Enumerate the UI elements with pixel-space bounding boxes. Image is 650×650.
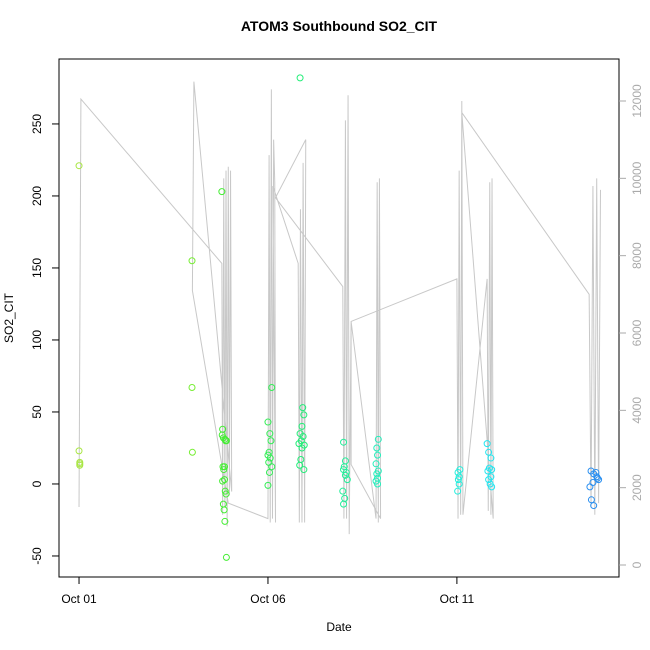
y2-tick-label: 2000 bbox=[630, 474, 644, 501]
data-point bbox=[372, 460, 380, 468]
data-line bbox=[78, 81, 601, 535]
y2-tick-label: 6000 bbox=[630, 319, 644, 346]
x-tick-label: Oct 06 bbox=[250, 592, 286, 606]
data-point bbox=[454, 476, 462, 484]
data-point bbox=[373, 444, 381, 452]
data-point bbox=[454, 468, 462, 476]
data-point bbox=[339, 487, 347, 495]
data-point bbox=[484, 467, 492, 475]
plot-box bbox=[58, 58, 620, 578]
y-tick-label: 150 bbox=[30, 258, 44, 278]
data-point bbox=[586, 483, 594, 491]
data-point bbox=[488, 483, 496, 491]
data-point bbox=[222, 490, 230, 498]
data-point bbox=[298, 422, 306, 430]
data-point bbox=[264, 481, 272, 489]
y2-tick-label: 0 bbox=[630, 561, 644, 568]
data-point bbox=[188, 448, 196, 456]
data-point bbox=[300, 411, 308, 419]
data-point bbox=[219, 500, 227, 508]
data-point bbox=[188, 257, 196, 265]
data-point bbox=[218, 188, 226, 196]
data-point bbox=[220, 466, 228, 474]
y2-tick-label: 8000 bbox=[630, 242, 644, 269]
data-point bbox=[221, 476, 229, 484]
data-point bbox=[455, 480, 463, 488]
y-tick-label: 250 bbox=[30, 114, 44, 134]
data-point bbox=[296, 74, 304, 82]
data-point bbox=[374, 480, 382, 488]
y-axis-label: SO2_CIT bbox=[2, 292, 16, 343]
data-point bbox=[487, 454, 495, 462]
data-point bbox=[221, 517, 229, 525]
data-point bbox=[268, 383, 276, 391]
y-tick-label: -50 bbox=[30, 547, 44, 565]
x-tick-label: Oct 01 bbox=[61, 592, 97, 606]
data-point bbox=[219, 477, 227, 485]
data-point bbox=[595, 476, 603, 484]
data-point bbox=[593, 474, 601, 482]
data-point bbox=[485, 448, 493, 456]
y-tick-label: 0 bbox=[30, 480, 44, 487]
data-point bbox=[266, 430, 274, 438]
data-point bbox=[268, 463, 276, 471]
data-point bbox=[342, 468, 350, 476]
data-point bbox=[483, 440, 491, 448]
data-point bbox=[296, 461, 304, 469]
data-point bbox=[264, 418, 272, 426]
data-point bbox=[488, 466, 496, 474]
y-tick-label: 100 bbox=[30, 330, 44, 350]
data-point bbox=[222, 437, 230, 445]
chart-title: ATOM3 Southbound SO2_CIT bbox=[241, 18, 438, 34]
y-tick-label: 50 bbox=[30, 405, 44, 419]
data-point bbox=[220, 506, 228, 514]
x-axis-label: Date bbox=[326, 620, 352, 634]
data-point bbox=[75, 162, 83, 170]
y-tick-label: 200 bbox=[30, 186, 44, 206]
data-point bbox=[221, 463, 229, 471]
data-point bbox=[590, 502, 598, 510]
data-point bbox=[221, 487, 229, 495]
data-point bbox=[265, 468, 273, 476]
data-point bbox=[587, 496, 595, 504]
x-tick-label: Oct 11 bbox=[440, 592, 475, 606]
data-point bbox=[374, 451, 382, 459]
data-point bbox=[298, 444, 306, 452]
y2-tick-label: 12000 bbox=[630, 84, 644, 118]
data-point bbox=[373, 470, 381, 478]
data-point bbox=[76, 460, 84, 468]
data-point bbox=[299, 404, 307, 412]
y2-tick-label: 10000 bbox=[630, 161, 644, 195]
data-point bbox=[266, 454, 274, 462]
data-point bbox=[455, 473, 463, 481]
data-point bbox=[75, 447, 83, 455]
data-point bbox=[267, 437, 275, 445]
data-point bbox=[340, 500, 348, 508]
data-point bbox=[343, 476, 351, 484]
data-point bbox=[300, 466, 308, 474]
data-point bbox=[222, 553, 230, 561]
data-point bbox=[454, 487, 462, 495]
y2-tick-label: 4000 bbox=[630, 397, 644, 424]
data-point bbox=[485, 476, 493, 484]
data-point bbox=[341, 471, 349, 479]
data-point bbox=[340, 438, 348, 446]
data-point bbox=[299, 432, 307, 440]
data-point bbox=[374, 435, 382, 443]
data-point bbox=[188, 383, 196, 391]
